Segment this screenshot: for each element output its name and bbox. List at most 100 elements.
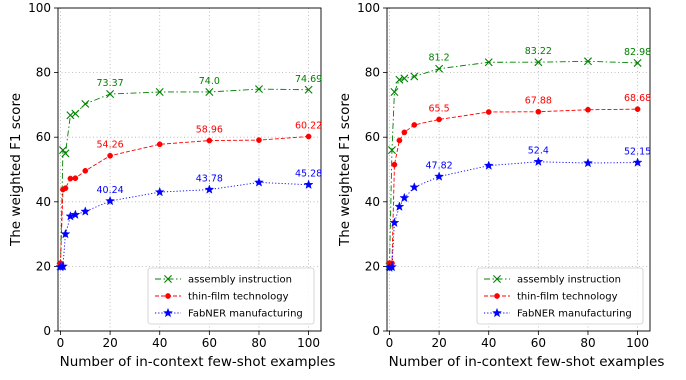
series-thin-film-technology: 65.5 67.88 68.68 (386, 93, 651, 267)
x-axis-label: Number of in-context few-shot examples (60, 354, 336, 370)
data-label: 47.82 (426, 161, 453, 172)
data-point (62, 185, 69, 192)
data-point (72, 175, 79, 182)
x-tick-label: 0 (386, 336, 394, 350)
x-tick-label: 80 (580, 336, 595, 350)
data-point (534, 58, 543, 67)
data-point (535, 108, 542, 115)
legend-box (476, 267, 644, 325)
data-point (394, 201, 405, 211)
data-label: 65.5 (429, 103, 450, 114)
data-label: 67.88 (525, 96, 552, 107)
data-point (58, 261, 68, 271)
data-point (634, 106, 641, 113)
data-point (632, 157, 643, 167)
data-point (409, 182, 420, 192)
y-tick-label: 80 (36, 66, 51, 80)
data-point (401, 129, 408, 136)
data-point (483, 160, 494, 170)
data-point (61, 149, 70, 158)
series-fabner-manufacturing: 47.82 52.4 52.15 (384, 146, 651, 272)
data-label: 74.0 (199, 76, 220, 87)
data-point (435, 64, 444, 73)
data-label: 54.26 (97, 140, 124, 151)
data-point (304, 85, 313, 94)
y-tick-label: 100 (357, 1, 380, 15)
data-point (70, 209, 81, 219)
data-point (395, 75, 404, 84)
data-point (387, 146, 396, 155)
data-label: 68.68 (624, 93, 651, 104)
legend-marker (494, 293, 500, 299)
data-point (82, 167, 89, 174)
y-tick-label: 60 (365, 130, 380, 144)
data-label: 73.37 (97, 78, 124, 89)
data-label: 74.69 (295, 74, 322, 85)
data-point (305, 133, 312, 140)
data-point (67, 175, 74, 182)
data-point (205, 87, 214, 96)
x-tick-label: 100 (297, 336, 320, 350)
data-point (256, 137, 262, 143)
data-point (155, 87, 164, 96)
data-point (204, 184, 215, 194)
data-point (303, 179, 314, 189)
y-tick-label: 0 (43, 324, 51, 338)
x-tick-label: 40 (152, 336, 167, 350)
x-tick-label: 100 (626, 336, 649, 350)
series-assembly-instruction: 73.37 74.0 74.69 (56, 74, 322, 271)
data-point (390, 87, 399, 96)
y-axis-label: The weighted F1 score (8, 93, 24, 247)
legend-label: assembly instruction (188, 275, 292, 286)
data-point (583, 157, 593, 168)
y-tick-label: 80 (365, 66, 380, 80)
legend-marker (165, 293, 171, 299)
legend-entry: FabNER manufacturing (484, 307, 632, 320)
data-label: 58.96 (196, 125, 223, 136)
plot-frame (57, 7, 322, 332)
x-axis-label: Number of in-context few-shot examples (389, 354, 665, 370)
y-tick-label: 40 (36, 195, 51, 209)
data-label: 83.22 (525, 46, 552, 57)
legend-label: thin-film technology (517, 292, 618, 303)
y-tick-label: 0 (372, 324, 380, 338)
data-point (436, 116, 442, 123)
data-point (154, 186, 165, 197)
data-label: 52.4 (528, 146, 549, 157)
series-fabner-manufacturing: 40.24 43.78 45.28 (55, 169, 322, 272)
data-point (206, 137, 213, 144)
x-tick-label: 0 (57, 336, 65, 350)
data-point (434, 171, 445, 181)
data-point (389, 217, 400, 227)
y-tick-label: 20 (36, 259, 51, 273)
legend-entry: assembly instruction (155, 275, 292, 286)
data-point (71, 109, 80, 118)
data-point (533, 156, 544, 166)
legend: assembly instruction thin-film technology… (147, 267, 315, 325)
x-tick-label: 60 (531, 336, 546, 350)
legend-marker (493, 275, 501, 283)
data-point (66, 111, 75, 120)
data-point (399, 192, 410, 203)
legend-label: thin-film technology (188, 292, 289, 303)
data-point (633, 58, 642, 67)
data-point (410, 72, 419, 81)
data-point (400, 74, 409, 83)
x-tick-label: 20 (431, 336, 446, 350)
legend-entry: thin-film technology (155, 292, 289, 303)
series-line (389, 108, 638, 264)
legend: assembly instruction thin-film technology… (476, 267, 644, 325)
data-point (254, 85, 263, 94)
series-assembly-instruction: 81.2 83.22 82.98 (385, 46, 651, 271)
data-point (484, 58, 493, 67)
data-point (80, 206, 91, 216)
data-point (396, 137, 403, 144)
legend-entry: assembly instruction (484, 275, 621, 286)
data-label: 45.28 (295, 169, 322, 180)
legend-label: FabNER manufacturing (188, 309, 303, 320)
legend-label: FabNER manufacturing (517, 309, 632, 320)
chart-panel-1: 0 20 40 60 80 100 0 20 40 60 80 100 Number of in-con… (8, 1, 335, 370)
data-label: 40.24 (97, 185, 124, 196)
series-line (60, 136, 309, 264)
